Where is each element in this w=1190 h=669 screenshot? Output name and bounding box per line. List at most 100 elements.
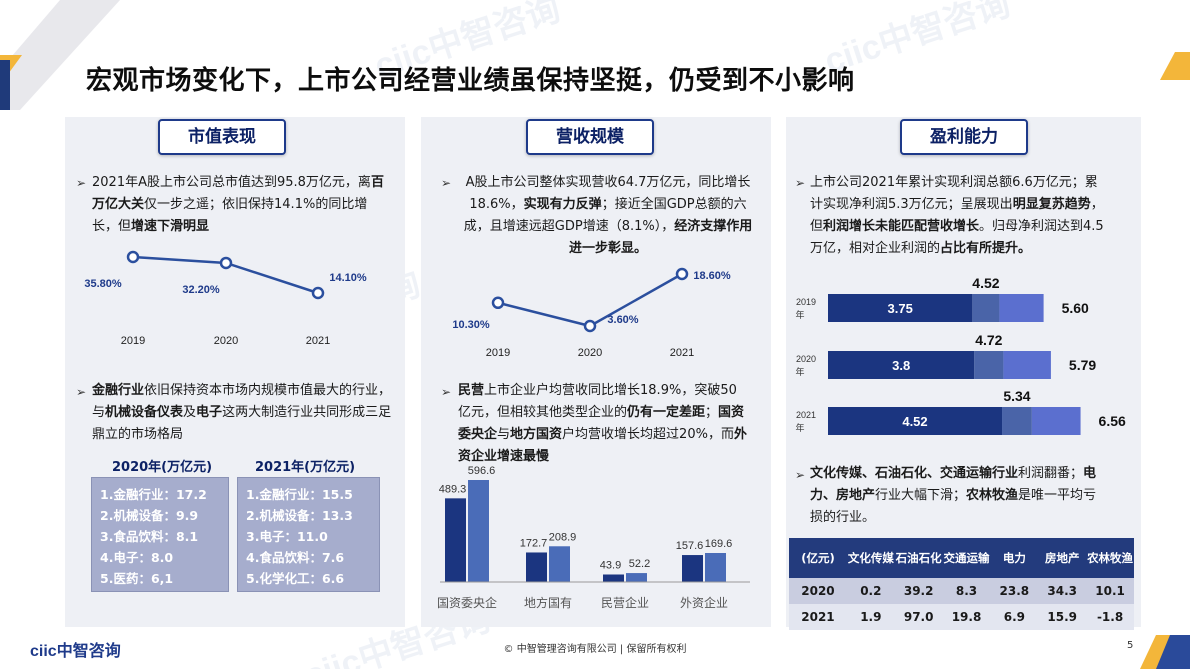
top5-2020-box: 1.金融行业：17.2 2.机械设备：9.9 3.食品饮料：8.1 4.电子：8… (91, 477, 229, 592)
table-cell: 0.2 (846, 578, 895, 604)
data-label: 32.20% (182, 284, 220, 296)
table-cell: 6.9 (990, 604, 1039, 630)
bar (682, 555, 703, 582)
total-value-label: 5.60 (1062, 300, 1089, 316)
x-tick-label: 2020 (578, 347, 602, 359)
bar (549, 546, 570, 582)
series-line (497, 272, 683, 328)
table-header-cell: 文化传媒 (846, 538, 895, 578)
box-2020-title: 2020年(万亿元) (112, 460, 213, 475)
table-cell: 23.8 (990, 578, 1039, 604)
bullet-arrow: ➢ (441, 176, 452, 190)
revenue-growth-chart: 10.30% 2019 3.60% 2020 18.60% 2021 (452, 267, 731, 359)
data-label: 14.10% (329, 272, 367, 284)
table-row: 2020 0.2 39.2 8.3 23.8 34.3 10.1 (789, 578, 1134, 604)
bar (603, 574, 624, 582)
bar-value-label: 489.3 (439, 483, 467, 495)
middle-value-label: 4.72 (975, 332, 1002, 348)
data-point (219, 256, 233, 270)
bullet-arrow: ➢ (441, 385, 452, 399)
top5-2020-item: 3.食品饮料：8.1 (100, 529, 199, 544)
market-value-paragraph-2: 金融行业依旧保持资本市场内规模市值最大的行业，与机械设备仪表及电子这两大制造行业… (92, 383, 392, 442)
market-value-paragraph-1: 2021年A股上市公司总市值达到95.8万亿元，离百万亿大关仅一步之遥；依旧保持… (92, 175, 384, 234)
bar-value-label: 52.2 (629, 558, 650, 570)
footer-copyright: © 中智管理咨询有限公司 | 保留所有权利 (503, 644, 687, 655)
market-value-growth-chart: 35.80% 2019 32.20% 2020 14.10% 2021 (84, 250, 367, 347)
profit-stacked-bar-chart: 3.75 4.52 5.60 2019 年 3.8 4.72 5.79 2020 年 4.52 5.3… (795, 275, 1126, 435)
data-point (675, 267, 689, 281)
middle-value-label: 4.52 (972, 275, 999, 291)
table-header-cell: 电力 (990, 538, 1039, 578)
table-header-row: (亿元) 文化传媒 石油石化 交通运输 电力 房地产 农林牧渔 (789, 538, 1134, 578)
data-point (311, 286, 325, 300)
bar-value-label: 596.6 (468, 466, 496, 477)
table-cell: 2020 (789, 578, 847, 604)
bar-segment-total-profit (1031, 407, 1081, 435)
page-number: 5 (1127, 640, 1134, 651)
y-category-label-suffix: 年 (795, 309, 804, 320)
bar-segment-parent-net-profit (828, 294, 973, 322)
corner-decoration-right (1160, 52, 1190, 80)
data-point (491, 296, 505, 310)
table-header-cell: 石油石化 (894, 538, 943, 578)
x-category-label: 民营企业 (601, 595, 649, 610)
y-category-label: 2019 (796, 297, 816, 307)
x-category-label: 地方国有 (524, 595, 572, 610)
profit-paragraph-1: 上市公司2021年累计实现利润总额6.6万亿元；累计实现净利润5.3万亿元；呈展… (810, 175, 1104, 256)
y-category-label: 2020 (796, 354, 816, 364)
table-cell: 10.1 (1086, 578, 1134, 604)
x-tick-label: 2020 (214, 335, 238, 347)
x-tick-label: 2021 (670, 347, 694, 359)
top5-2021-item: 3.电子：11.0 (246, 529, 328, 544)
total-value-label: 6.56 (1099, 413, 1126, 429)
bar-segment-total-profit (999, 294, 1044, 322)
middle-value-label: 5.34 (1003, 388, 1030, 404)
y-category-label: 2021 (796, 410, 816, 420)
bar (468, 480, 489, 582)
bullet-arrow: ➢ (795, 468, 806, 482)
top5-2021-box: 1.金融行业：15.5 2.机械设备：13.3 3.电子：11.0 4.食品饮料… (237, 477, 380, 592)
table-header-cell: 交通运输 (942, 538, 991, 578)
top5-2021-item: 1.金融行业：15.5 (246, 487, 353, 502)
table-cell: 8.3 (942, 578, 991, 604)
data-label: 10.30% (452, 319, 490, 331)
table-row: 2021 1.9 97.0 19.8 6.9 15.9 -1.8 (789, 604, 1134, 630)
bar-value-label: 157.6 (676, 540, 704, 552)
x-category-label: 国资委央企 (437, 595, 497, 610)
table-header-cell: (亿元) (789, 538, 847, 578)
bar (705, 553, 726, 582)
bullet-arrow: ➢ (795, 176, 806, 190)
table-cell: 2021 (789, 604, 847, 630)
table-cell: 97.0 (894, 604, 943, 630)
data-point (126, 250, 140, 264)
data-point (583, 319, 597, 333)
bar (626, 573, 647, 582)
corner-decoration-bottom (1140, 635, 1190, 669)
panel-heading-revenue: 营收规模 (526, 119, 654, 155)
x-tick-label: 2019 (121, 335, 145, 347)
top5-2021-item: 4.食品饮料：7.6 (246, 550, 345, 565)
table-cell: 15.9 (1038, 604, 1087, 630)
bar-segment-net-profit (1002, 407, 1032, 435)
data-label: 3.60% (607, 314, 638, 326)
bar (445, 498, 466, 582)
x-category-label: 外资企业 (680, 595, 728, 610)
page-title: 宏观市场变化下，上市公司经营业绩虽保持坚挺，仍受到不小影响 (86, 66, 855, 96)
table-header-cell: 农林牧渔 (1086, 538, 1134, 578)
segment-label: 3.75 (888, 301, 913, 316)
bar-value-label: 43.9 (600, 559, 621, 571)
industry-profit-table: (亿元) 文化传媒 石油石化 交通运输 电力 房地产 农林牧渔 2020 0.2… (789, 538, 1134, 630)
table-cell: 19.8 (942, 604, 991, 630)
corner-decoration (0, 0, 120, 110)
revenue-paragraph-2: 民营上市企业户均营收同比增长18.9%，突破50亿元，但相较其他类型企业的仍有一… (458, 383, 747, 464)
bar-segment-parent-net-profit (828, 351, 975, 379)
box-2021-title: 2021年(万亿元) (255, 460, 356, 475)
x-tick-label: 2021 (306, 335, 330, 347)
y-category-label-suffix: 年 (795, 366, 804, 377)
top5-2020-item: 1.金融行业：17.2 (100, 487, 207, 502)
panel-heading-market-value: 市值表现 (158, 119, 286, 155)
bar (526, 552, 547, 582)
bullet-arrow: ➢ (76, 176, 87, 190)
panel-heading-profit: 盈利能力 (900, 119, 1028, 155)
